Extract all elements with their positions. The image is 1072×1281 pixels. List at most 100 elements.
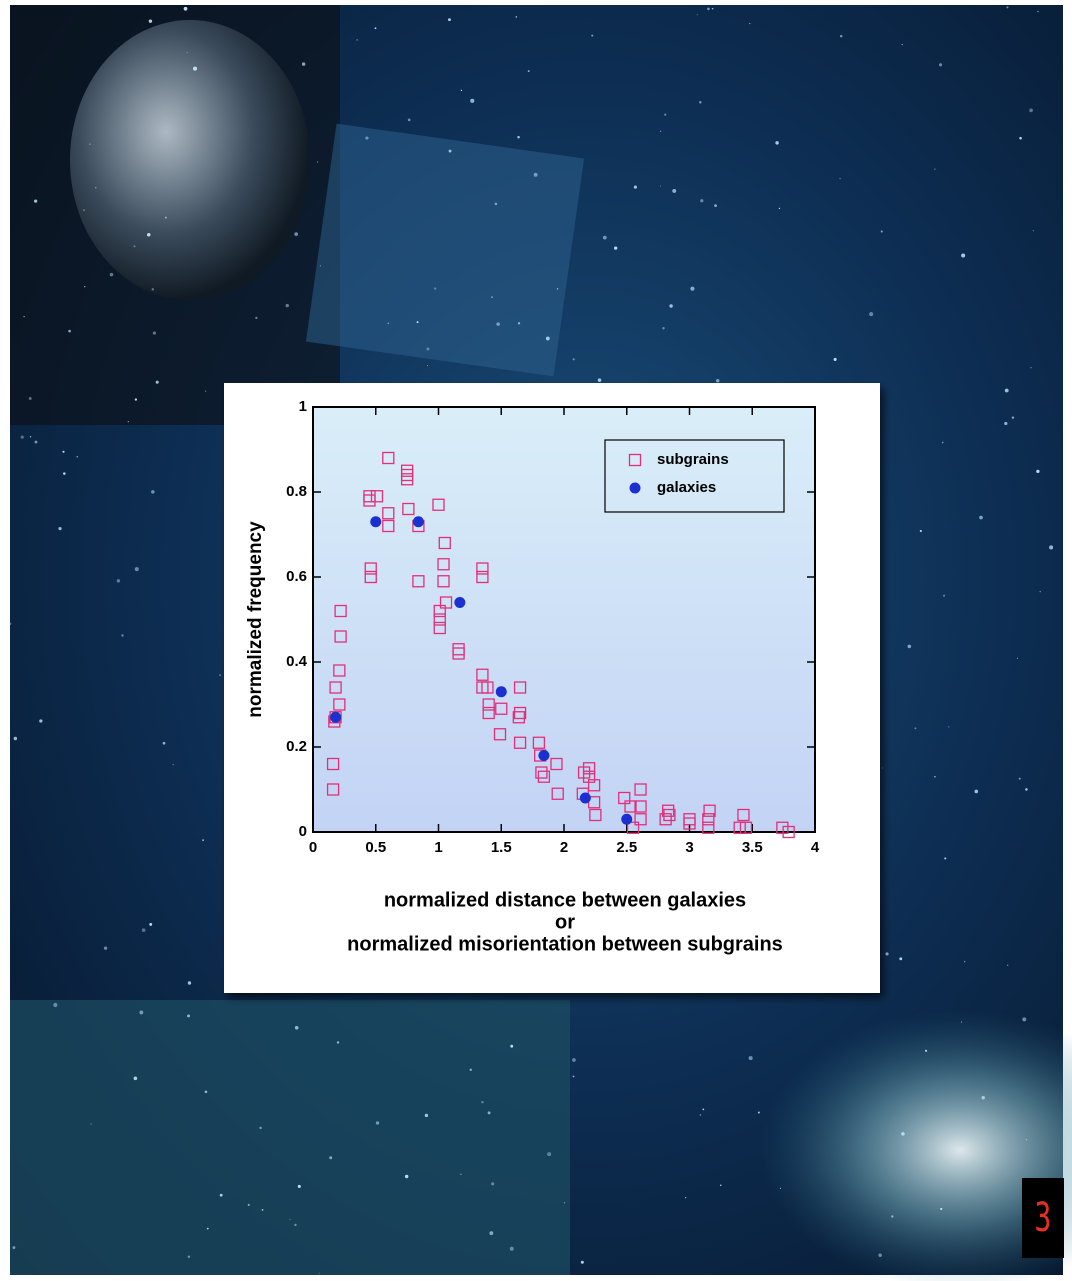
- point: [476, 562, 489, 575]
- star: [700, 199, 704, 203]
- x-tick-label: 4: [811, 839, 820, 856]
- point: [439, 596, 453, 609]
- point: [634, 783, 647, 796]
- star: [424, 1113, 429, 1118]
- star: [1032, 229, 1035, 232]
- point: [587, 779, 601, 792]
- point: [621, 813, 633, 825]
- star: [434, 287, 437, 290]
- star: [547, 1152, 552, 1157]
- star: [839, 34, 843, 38]
- star: [155, 380, 159, 384]
- point: [703, 804, 716, 817]
- point: [634, 800, 647, 813]
- star: [580, 1260, 584, 1264]
- point: [683, 817, 696, 830]
- star: [294, 1223, 297, 1227]
- star: [556, 288, 559, 290]
- star: [469, 1068, 473, 1072]
- star: [63, 472, 66, 475]
- star: [148, 19, 153, 23]
- point: [333, 698, 346, 711]
- point: [370, 516, 382, 528]
- star: [944, 857, 947, 860]
- star: [387, 322, 390, 325]
- legend-label: galaxies: [657, 479, 716, 496]
- star: [533, 172, 538, 177]
- x-tick-label: 0: [309, 839, 317, 856]
- star: [116, 579, 121, 583]
- point: [618, 791, 631, 805]
- star: [510, 1044, 514, 1048]
- star: [151, 288, 155, 291]
- star: [205, 390, 207, 392]
- point: [382, 451, 395, 465]
- star: [219, 1193, 223, 1197]
- y-tick-label: 0.8: [286, 483, 307, 500]
- star: [448, 18, 451, 22]
- point: [512, 711, 525, 724]
- star: [187, 1014, 190, 1018]
- point: [452, 647, 465, 660]
- star: [149, 922, 153, 926]
- star: [151, 490, 155, 494]
- x-tick-label: 1: [434, 839, 442, 856]
- point: [493, 728, 507, 741]
- point: [551, 787, 564, 800]
- star: [1016, 657, 1019, 659]
- star: [83, 285, 86, 288]
- chart: 0 0.5 1 1.5 2 2.5 3 3.5 4 0 0.2 0.4 0.6 0.8 1 normalize…: [245, 398, 820, 955]
- star: [719, 1184, 722, 1187]
- star: [204, 1090, 208, 1094]
- star: [934, 168, 936, 170]
- star: [833, 357, 837, 361]
- star: [336, 1041, 340, 1044]
- star: [924, 1049, 928, 1052]
- point: [626, 821, 640, 834]
- star: [152, 331, 156, 335]
- star: [496, 322, 500, 326]
- star: [133, 245, 136, 248]
- point: [582, 762, 596, 775]
- point: [634, 813, 647, 826]
- star: [1011, 416, 1015, 419]
- pan-decoration: [305, 123, 585, 377]
- star: [487, 1111, 491, 1115]
- star: [301, 62, 306, 66]
- star: [1036, 469, 1040, 474]
- star: [907, 644, 912, 649]
- star: [963, 960, 966, 963]
- star: [13, 736, 18, 741]
- star: [8, 622, 12, 625]
- star: [202, 839, 204, 841]
- star: [162, 741, 166, 745]
- point: [482, 698, 495, 711]
- star: [659, 130, 662, 132]
- star: [961, 1021, 963, 1023]
- star: [664, 113, 667, 116]
- star: [1004, 388, 1009, 393]
- star: [707, 7, 710, 11]
- point: [550, 757, 563, 771]
- star: [715, 378, 720, 383]
- star: [572, 1075, 575, 1078]
- point: [739, 821, 753, 834]
- point: [537, 770, 551, 783]
- point: [513, 681, 527, 694]
- point: [476, 570, 489, 584]
- star: [869, 312, 874, 317]
- star: [1030, 366, 1032, 369]
- star: [68, 329, 71, 333]
- star: [90, 1123, 92, 1125]
- star: [62, 450, 65, 453]
- star: [572, 358, 575, 361]
- star: [259, 1126, 262, 1130]
- point: [737, 808, 750, 822]
- x-tick-label: 2.5: [616, 839, 637, 856]
- star: [329, 1156, 333, 1160]
- point: [438, 536, 451, 550]
- plot-frame: [312, 406, 816, 833]
- legend-box: [604, 439, 785, 513]
- star: [527, 70, 530, 73]
- star: [294, 1026, 299, 1030]
